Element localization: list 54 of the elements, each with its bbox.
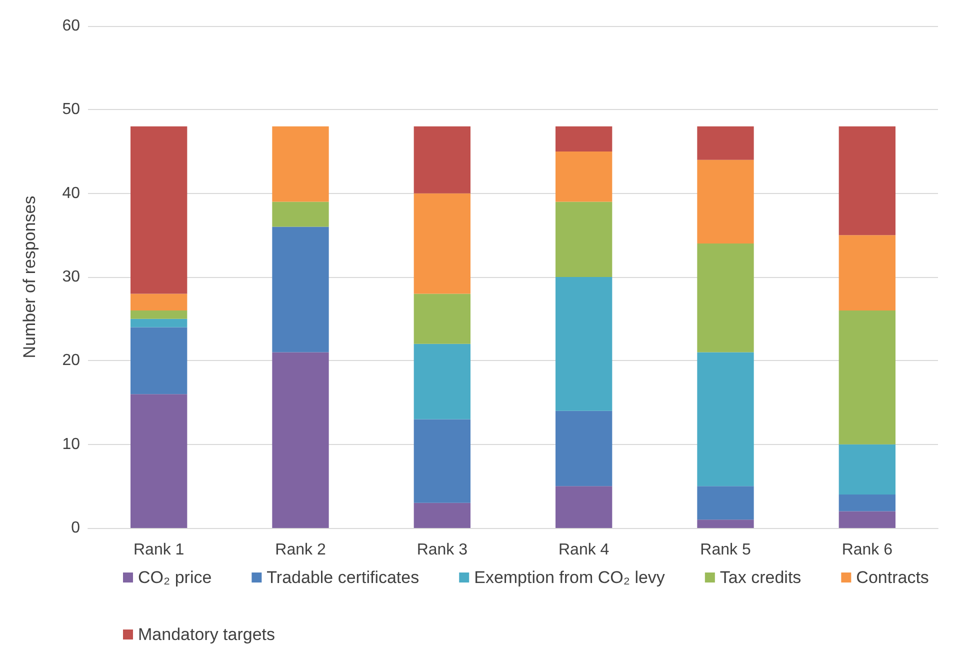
y-tick-label: 50 (62, 101, 80, 118)
bar (556, 410, 612, 486)
x-tick-label: Rank 2 (275, 542, 326, 558)
legend-label: Exemption from CO₂ levy (474, 568, 666, 587)
bar (272, 126, 329, 202)
x-tick-label: Rank 3 (416, 542, 468, 558)
legend-label: Mandatory targets (138, 625, 276, 644)
bar (697, 520, 754, 528)
x-tick-label: Rank 5 (700, 542, 751, 558)
bar (838, 310, 896, 444)
bar (556, 126, 612, 152)
y-tick-label: 60 (62, 18, 80, 34)
bar (697, 126, 754, 160)
bar (414, 502, 470, 528)
bar (272, 226, 329, 352)
bar (130, 310, 188, 319)
y-tick-label: 10 (62, 436, 80, 453)
bar (130, 327, 188, 394)
bar (556, 277, 612, 411)
y-tick-label: 30 (62, 268, 80, 286)
bar (838, 494, 896, 512)
bar (556, 152, 612, 202)
bar (130, 294, 188, 310)
bar (414, 126, 470, 194)
x-tick-label: Rank 1 (133, 542, 184, 558)
bar (414, 344, 470, 420)
legend-label: Tradable certificates (266, 568, 420, 587)
bar (556, 486, 612, 528)
bar (130, 318, 188, 328)
legend-label: Contracts (856, 568, 929, 587)
bar (838, 444, 896, 495)
bar (414, 294, 470, 344)
y-tick-label: 20 (62, 352, 80, 370)
bar (697, 486, 754, 520)
bar (130, 126, 188, 294)
bar (556, 202, 612, 277)
bar (697, 244, 754, 352)
legend-label: Tax credits (720, 568, 802, 587)
x-tick-label: Rank 4 (558, 542, 610, 558)
bar (414, 419, 470, 503)
bar (272, 352, 329, 528)
x-tick-label: Rank 6 (842, 542, 893, 558)
bar (697, 352, 754, 486)
bar (838, 235, 896, 310)
bar (838, 511, 896, 528)
y-tick-label: 0 (71, 520, 80, 536)
bar (130, 394, 188, 528)
bar (838, 126, 896, 236)
legend-label: CO₂ price (138, 568, 212, 587)
y-tick-label: 40 (62, 184, 80, 202)
bar (697, 160, 754, 244)
bar (272, 202, 329, 227)
y-axis-title: Number of responses (20, 196, 39, 358)
bar (414, 193, 470, 294)
